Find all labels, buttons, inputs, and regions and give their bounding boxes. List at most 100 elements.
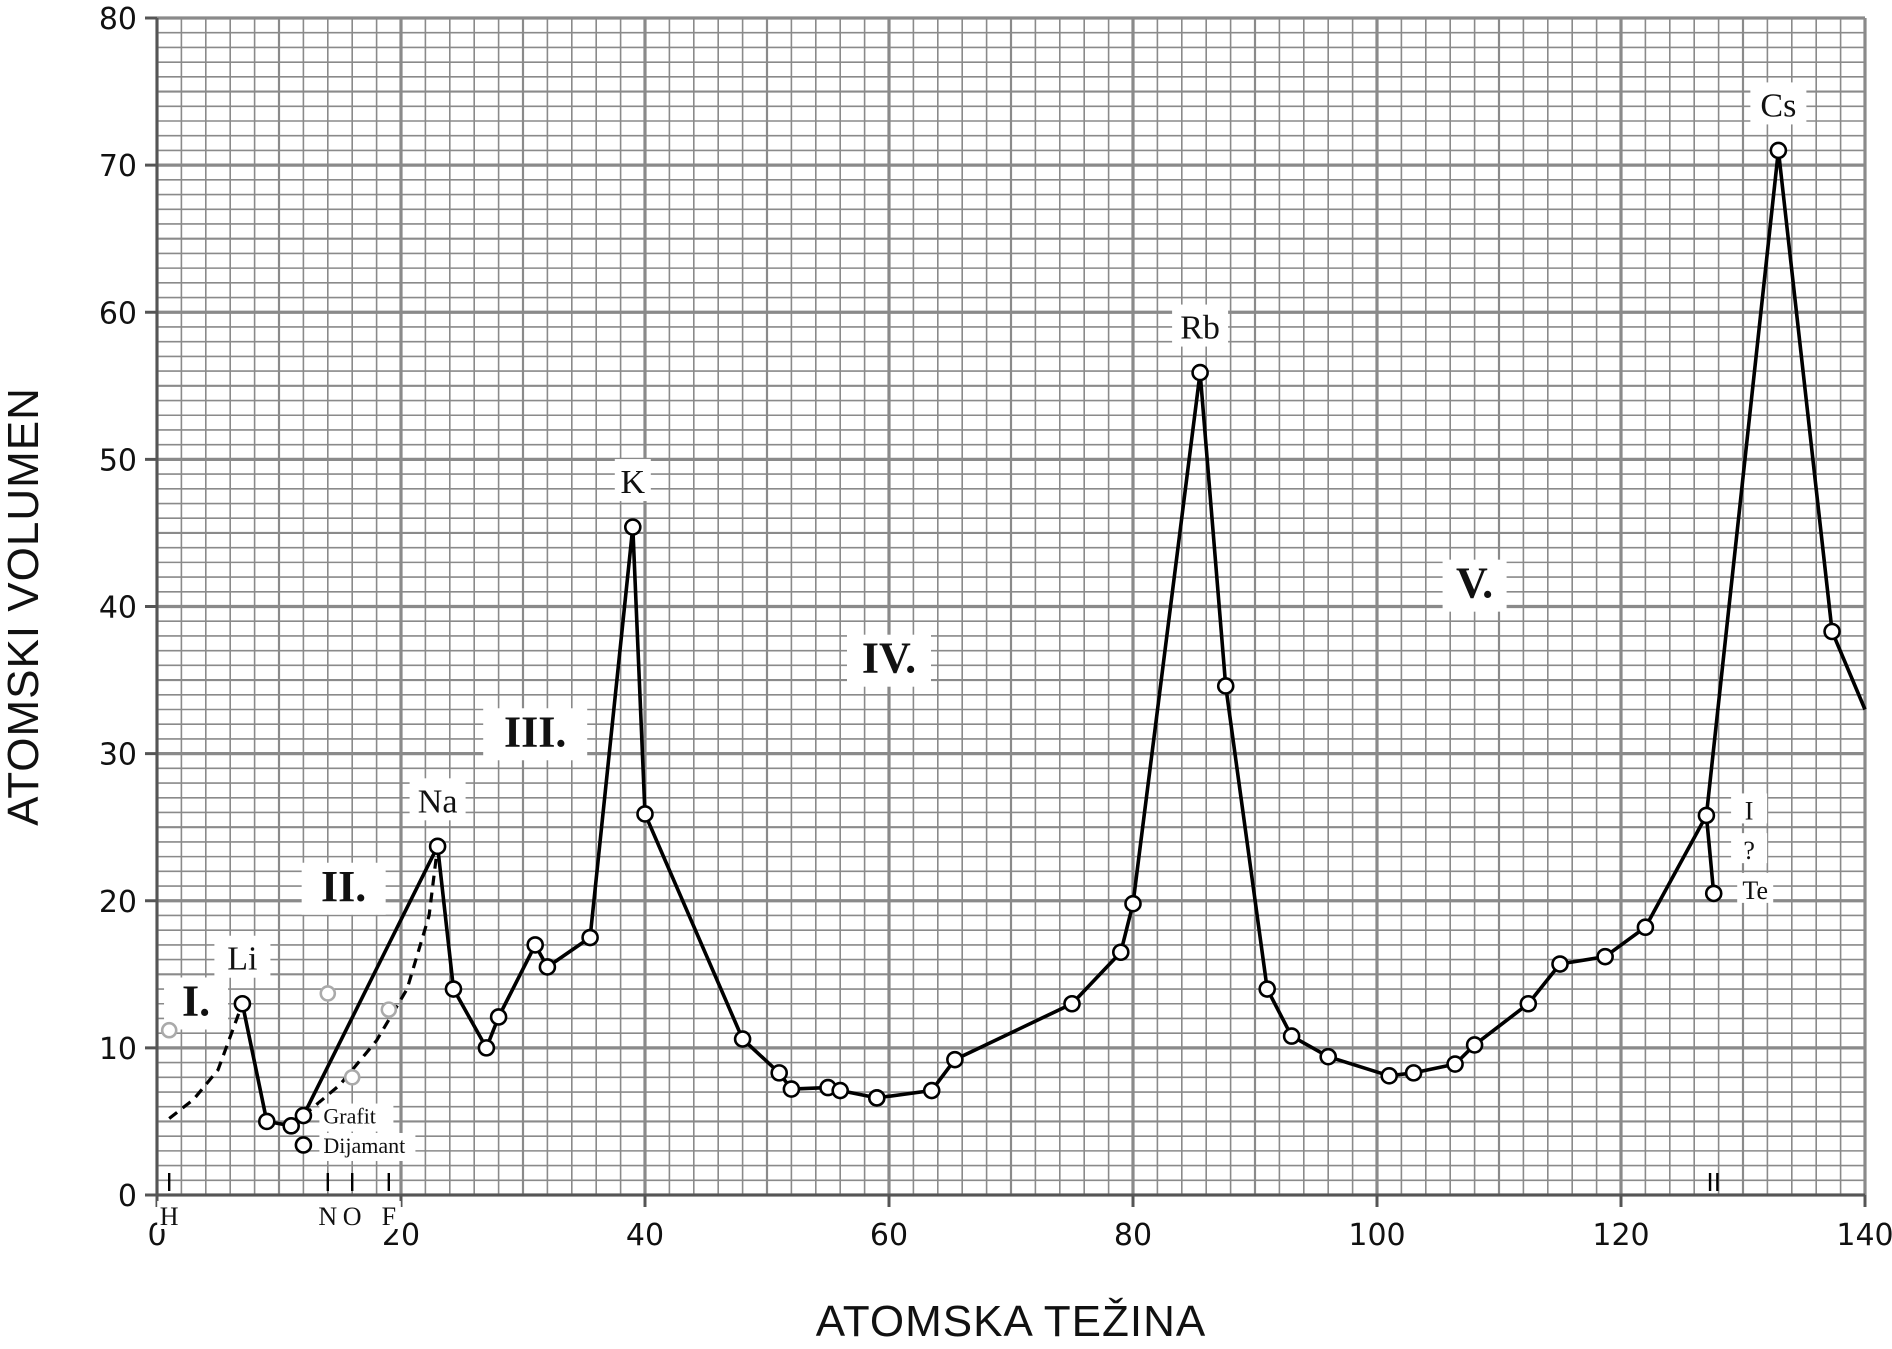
bottom-label: N bbox=[318, 1202, 337, 1231]
bottom-label-bg bbox=[157, 1201, 182, 1229]
region-label-bg bbox=[301, 862, 386, 915]
point-labels: Li Na K Rb Cs Grafit Dijamant I? Te H N O F bbox=[157, 82, 1807, 1231]
x-tick-label: 100 bbox=[1348, 1218, 1405, 1253]
point-label-bg bbox=[319, 1132, 416, 1161]
data-point bbox=[623, 518, 642, 536]
side-label-bg bbox=[1731, 793, 1768, 824]
data-point bbox=[946, 1050, 964, 1069]
data-point bbox=[581, 928, 599, 947]
data-point bbox=[1697, 806, 1716, 825]
side-label-bg bbox=[1737, 872, 1774, 903]
point-label-bg bbox=[1172, 304, 1229, 347]
region-label-bg bbox=[483, 708, 588, 761]
region-label-bg bbox=[164, 977, 229, 1030]
x-tick-label: 80 bbox=[1114, 1218, 1152, 1253]
data-point bbox=[444, 980, 463, 998]
data-point bbox=[1636, 918, 1655, 937]
axes bbox=[145, 16, 1867, 1207]
gray-data-point bbox=[160, 1021, 178, 1039]
data-point bbox=[1112, 943, 1130, 962]
grid bbox=[155, 16, 1867, 1197]
y-tick-label: 60 bbox=[99, 296, 137, 331]
y-tick-label: 20 bbox=[99, 885, 137, 920]
data-point bbox=[1404, 1064, 1423, 1082]
main-series-connector bbox=[1704, 150, 1781, 816]
y-tick-label: 50 bbox=[99, 443, 137, 478]
bottom-label-bg bbox=[315, 1201, 340, 1229]
data-point bbox=[526, 936, 545, 954]
region-label: II. bbox=[321, 862, 366, 911]
data-point bbox=[1446, 1055, 1464, 1073]
side-label-bg bbox=[1731, 833, 1768, 864]
point-label: Na bbox=[418, 783, 458, 820]
region-label: V. bbox=[1456, 559, 1493, 608]
data-points bbox=[160, 141, 1841, 1154]
data-point bbox=[538, 958, 557, 976]
region-label: I. bbox=[182, 977, 210, 1026]
data-point bbox=[477, 1039, 496, 1057]
bottom-label: H bbox=[160, 1202, 179, 1231]
point-label-bg bbox=[319, 1103, 394, 1132]
data-point bbox=[282, 1117, 301, 1135]
y-tick-label: 40 bbox=[99, 591, 137, 626]
point-label: Grafit bbox=[323, 1104, 376, 1129]
y-tick-label: 80 bbox=[99, 2, 137, 37]
data-point bbox=[733, 1030, 752, 1048]
point-label-bg bbox=[409, 778, 466, 821]
point-label: Rb bbox=[1180, 310, 1220, 347]
data-point bbox=[867, 1089, 886, 1107]
bottom-label-bg bbox=[376, 1201, 401, 1229]
data-point bbox=[831, 1081, 850, 1100]
point-label-bg bbox=[614, 459, 651, 502]
y-axis-title: ATOMSKI VOLUMEN bbox=[0, 387, 48, 826]
y-tick-label: 0 bbox=[118, 1179, 137, 1214]
data-point bbox=[1704, 884, 1723, 903]
data-point bbox=[1258, 980, 1276, 998]
x-tick-label: 120 bbox=[1592, 1218, 1649, 1253]
data-point bbox=[1380, 1067, 1398, 1085]
data-point bbox=[1216, 677, 1235, 695]
data-point bbox=[922, 1081, 941, 1100]
data-point bbox=[233, 994, 252, 1013]
bottom-label-bg bbox=[340, 1201, 365, 1229]
data-point bbox=[782, 1080, 801, 1098]
x-axis-title: ATOMSKA TEŽINA bbox=[816, 1297, 1207, 1346]
data-point bbox=[1465, 1036, 1484, 1054]
data-point bbox=[428, 837, 447, 856]
data-point bbox=[1769, 141, 1788, 160]
point-label: Li bbox=[227, 941, 257, 978]
region-labels: I. II. III. IV. V. bbox=[164, 559, 1507, 1030]
region-label: IV. bbox=[862, 634, 916, 683]
side-label: ? bbox=[1743, 836, 1755, 865]
data-point bbox=[1519, 994, 1538, 1013]
y-tick-label: 30 bbox=[99, 738, 137, 773]
gray-data-point bbox=[380, 1001, 398, 1018]
data-point bbox=[489, 1008, 508, 1026]
data-point bbox=[1319, 1047, 1337, 1066]
bottom-label: O bbox=[343, 1202, 362, 1231]
side-label: I bbox=[1745, 796, 1754, 825]
data-point bbox=[1124, 894, 1142, 913]
x-tick-label: 140 bbox=[1836, 1218, 1892, 1253]
dashed-trend-line bbox=[168, 1003, 244, 1120]
gray-data-point bbox=[319, 985, 337, 1002]
data-point bbox=[1823, 622, 1841, 641]
point-label: Cs bbox=[1760, 87, 1796, 124]
x-tick-label: 40 bbox=[626, 1218, 664, 1253]
side-label: Te bbox=[1742, 876, 1768, 905]
data-point bbox=[1063, 994, 1081, 1013]
region-label-bg bbox=[1442, 559, 1507, 612]
gray-data-point bbox=[343, 1069, 361, 1086]
data-point bbox=[1596, 947, 1614, 966]
region-label: III. bbox=[504, 707, 566, 756]
data-point bbox=[294, 1136, 313, 1154]
point-label-bg bbox=[1750, 82, 1807, 125]
data-point bbox=[1191, 363, 1209, 382]
point-label: K bbox=[621, 464, 646, 501]
data-point bbox=[636, 805, 654, 823]
point-label: Dijamant bbox=[323, 1133, 405, 1158]
data-point bbox=[257, 1112, 276, 1131]
x-tick-label: 60 bbox=[870, 1218, 908, 1253]
